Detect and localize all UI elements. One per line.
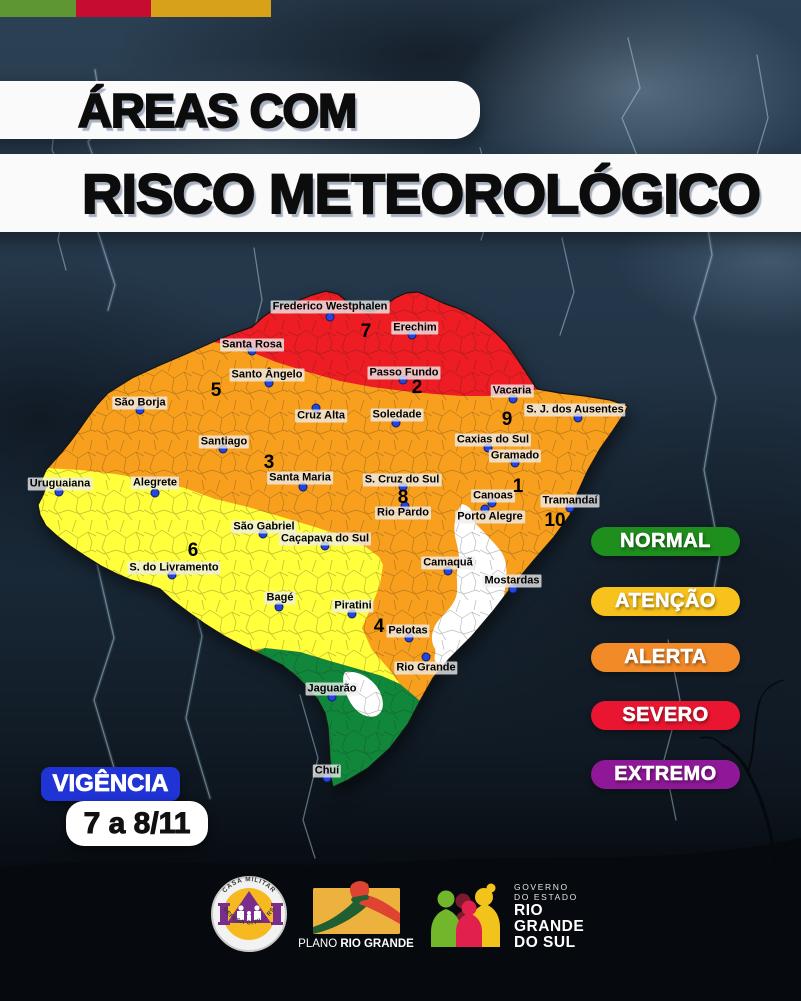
title-banner-2: RISCO METEOROLÓGICO: [0, 154, 801, 232]
vigencia-badge: VIGÊNCIA: [41, 767, 180, 801]
governo-line1: GOVERNO: [514, 882, 569, 892]
plano-prefix: PLANO: [298, 938, 340, 950]
strip-red: [76, 0, 151, 17]
vigencia-dates-text: 7 a 8/11: [83, 806, 191, 840]
governo-line5: DO SUL: [514, 934, 576, 951]
legend-pill-extreme: EXTREMO: [591, 760, 740, 789]
title-banner-1: ÁREAS COM: [0, 81, 480, 139]
family-figures: [237, 905, 261, 921]
clasped-fist: [350, 881, 370, 900]
governo-line4: GRANDE: [514, 918, 584, 935]
vigencia-label: VIGÊNCIA: [52, 770, 169, 798]
svg-text:PLANO RIO GRANDE: PLANO RIO GRANDE: [298, 938, 414, 950]
red-arm: [359, 895, 400, 924]
plano-rio-grande-logo: PLANO RIO GRANDE: [298, 881, 414, 950]
governo-rs-logo: GOVERNO DO ESTADO RIO GRANDE DO SUL: [431, 882, 584, 951]
title-line-1: ÁREAS COM: [77, 83, 358, 138]
casa-militar-logo: CASA MILITAR DEFESA CIVIL - RS: [211, 876, 287, 952]
ground-silhouette: [0, 838, 801, 1001]
legend-pill-severe: SEVERO: [591, 701, 740, 730]
strip-gold: [151, 0, 271, 17]
green-arm: [313, 898, 367, 934]
tree-silhouette: [699, 679, 785, 863]
strip-green: [0, 0, 76, 17]
title-line-2: RISCO METEOROLÓGICO: [81, 161, 762, 226]
state-shape: [37, 290, 629, 788]
municipal-boundaries: [38, 291, 628, 787]
governo-line3: RIO: [514, 902, 543, 919]
legend-pill-alert: ALERTA: [591, 643, 740, 672]
people-silhouettes: [431, 883, 500, 947]
top-color-strip: [0, 0, 271, 17]
governo-line2: DO ESTADO: [514, 892, 578, 902]
plano-name: RIO GRANDE: [340, 938, 414, 950]
legend-pill-normal: NORMAL: [591, 527, 740, 556]
vigencia-dates: 7 a 8/11: [66, 801, 208, 846]
legend-pill-attention: ATENÇÃO: [591, 587, 740, 616]
